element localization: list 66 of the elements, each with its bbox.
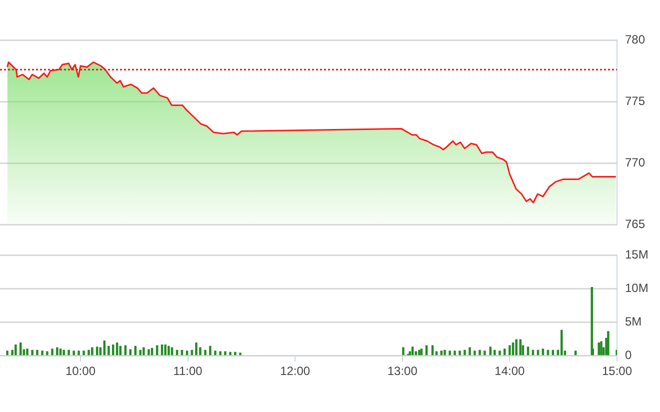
bar — [598, 342, 600, 356]
bar — [129, 349, 132, 356]
bar — [448, 350, 451, 356]
bar — [6, 350, 8, 356]
bar — [139, 350, 142, 356]
bar — [560, 330, 563, 356]
bar — [209, 346, 212, 356]
y-tick-label: 10M — [625, 280, 648, 295]
bar — [229, 352, 232, 356]
bar — [72, 350, 75, 356]
bar — [478, 350, 481, 356]
bar — [454, 350, 456, 356]
bar — [51, 348, 54, 356]
bar — [484, 350, 486, 356]
bar — [62, 350, 65, 356]
bar — [164, 344, 166, 356]
bar — [31, 350, 34, 356]
bar — [458, 350, 461, 356]
bar — [418, 350, 420, 356]
bar — [607, 331, 610, 356]
y-tick-label: 770 — [625, 156, 646, 170]
bar — [91, 347, 94, 356]
bar — [88, 350, 90, 356]
bar — [444, 350, 446, 356]
y-tick-label: 15M — [625, 248, 648, 262]
bar — [204, 350, 206, 356]
bar — [41, 350, 44, 356]
bar — [78, 350, 80, 356]
x-tick-label: 14:00 — [494, 364, 526, 378]
y-tick-label: 0 — [625, 348, 632, 362]
bar — [214, 350, 216, 356]
bar — [468, 347, 471, 356]
bar — [474, 350, 476, 356]
x-tick-label: 11:00 — [173, 364, 203, 378]
bar — [508, 345, 511, 356]
bar — [46, 351, 48, 356]
bar — [494, 350, 496, 356]
bar — [195, 342, 198, 356]
bar — [234, 352, 236, 356]
y-tick-label: 765 — [625, 217, 646, 232]
bar — [68, 350, 70, 356]
bar — [26, 348, 28, 356]
y-tick-label: 5M — [625, 314, 642, 328]
bar — [402, 347, 404, 356]
bar — [108, 346, 110, 356]
bar — [56, 347, 58, 356]
bar — [600, 341, 602, 356]
bar — [224, 351, 226, 356]
x-tick-label: 15:00 — [602, 364, 632, 378]
y-tick-label: 780 — [625, 32, 646, 46]
x-tick-label: 13:00 — [387, 364, 418, 378]
bar — [464, 350, 466, 356]
bar — [219, 351, 222, 356]
bar — [239, 352, 242, 356]
bar — [515, 339, 518, 356]
x-tick-label: 12:00 — [280, 364, 310, 378]
bar — [36, 350, 38, 356]
bar — [498, 350, 501, 356]
bar — [14, 344, 17, 356]
bar — [142, 347, 145, 356]
y-tick-label: 775 — [625, 94, 646, 108]
x-tick-label: 10:00 — [65, 364, 96, 378]
bar — [168, 346, 170, 356]
bar — [148, 349, 150, 356]
bar — [504, 348, 506, 356]
bar — [82, 350, 85, 356]
